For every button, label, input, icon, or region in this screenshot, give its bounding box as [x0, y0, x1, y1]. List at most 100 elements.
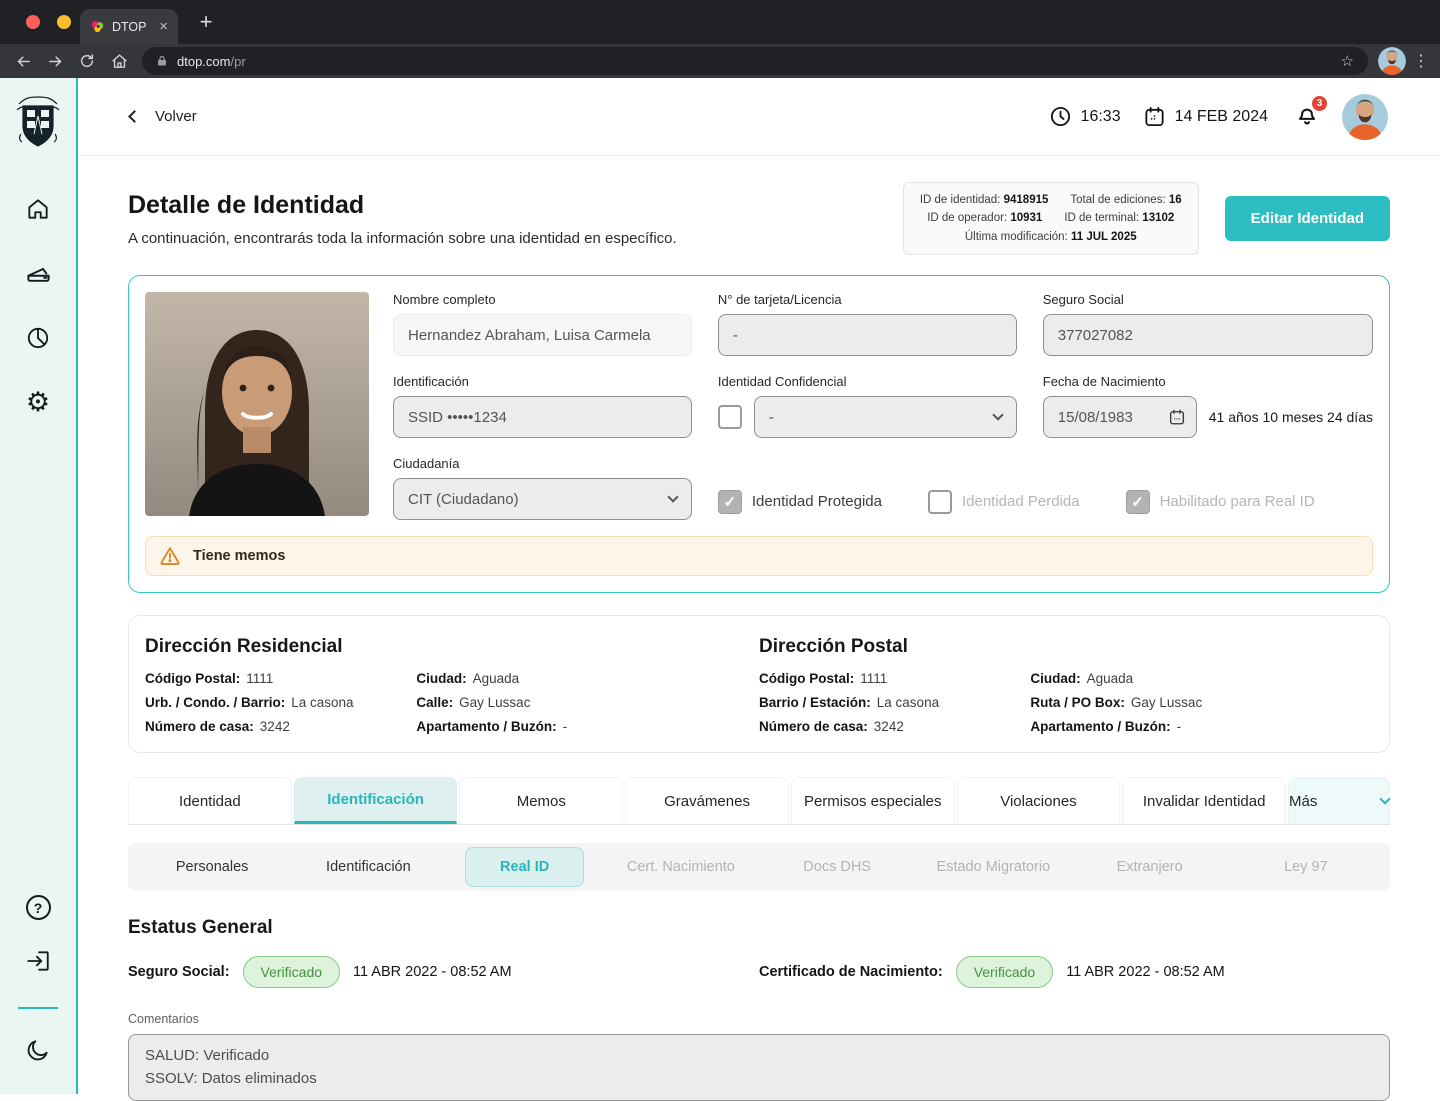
sidebar-divider [18, 1007, 58, 1009]
notification-badge: 3 [1311, 95, 1328, 112]
addresses-card: Dirección Residencial Código Postal: 1111… [128, 615, 1390, 754]
subtab-ley-97[interactable]: Ley 97 [1284, 859, 1328, 876]
tab-identificacion[interactable]: Identificación [293, 777, 458, 825]
field-identification: Identificación SSID •••••1234 [393, 374, 692, 439]
tab-permisos-especiales[interactable]: Permisos especiales [790, 777, 955, 825]
status-date: 11 ABR 2022 - 08:52 AM [353, 964, 512, 981]
app-header: Volver 16:33 14 FEB 2024 3 [78, 78, 1440, 156]
pie-chart-icon [27, 327, 49, 349]
browser-tabstrip: DTOP × + [0, 0, 1440, 44]
real-id-checkbox[interactable]: ✓ [1125, 489, 1150, 514]
confidential-checkbox[interactable] [717, 405, 742, 430]
url-bar[interactable]: dtop.com/pr ☆ [142, 47, 1368, 75]
comment-line: SSOLV: Datos eliminados [145, 1069, 317, 1087]
tab-mas[interactable]: Más [1288, 777, 1391, 825]
comments-textarea[interactable]: SALUD: Verificado SSOLV: Datos eliminado… [128, 1034, 1390, 1101]
comments-label: Comentarios [128, 1012, 199, 1027]
address-field: Barrio / Estación: La casona [759, 695, 940, 711]
minimize-window-button[interactable] [57, 15, 71, 29]
subtab-cert-nacimiento[interactable]: Cert. Nacimiento [626, 859, 735, 876]
tab-gravamenes[interactable]: Gravámenes [625, 777, 789, 825]
page-title: Detalle de Identidad [128, 190, 365, 219]
sidebar-item-home[interactable] [25, 196, 51, 227]
calendar-icon[interactable] [1168, 408, 1186, 426]
confidential-select[interactable]: - [753, 396, 1017, 439]
chevron-left-icon [128, 110, 141, 123]
citizenship-select[interactable]: CIT (Ciudadano) [393, 478, 692, 521]
lost-checkbox[interactable] [927, 489, 952, 514]
back-button[interactable]: Volver [128, 108, 197, 125]
time-text: 16:33 [1080, 107, 1121, 125]
identity-photo [145, 292, 369, 517]
sidebar-item-scanner[interactable] [25, 260, 52, 292]
reload-icon[interactable] [74, 48, 100, 74]
subtab-extranjero[interactable]: Extranjero [1116, 859, 1183, 876]
ssn-input[interactable]: 377027082 [1042, 314, 1373, 357]
sidebar-item-logout[interactable] [25, 948, 51, 979]
lock-icon [158, 55, 166, 66]
birth-date-input[interactable]: 15/08/1983 [1042, 396, 1197, 439]
flag-identidad-protegida: ✓ Identidad Protegida [717, 489, 882, 514]
subtab-real-id[interactable]: Real ID [447, 847, 603, 888]
tab-close-icon[interactable]: × [159, 18, 168, 35]
identity-card: Nombre completo Hernandez Abraham, Luisa… [128, 275, 1390, 594]
close-window-button[interactable] [26, 15, 40, 29]
address-field: Código Postal: 1111 [145, 671, 274, 687]
page-subtitle: A continuación, encontrarás toda la info… [128, 229, 677, 247]
home-nav-icon[interactable] [106, 48, 132, 74]
card-number-input[interactable]: - [717, 314, 1017, 357]
browser-menu-icon[interactable]: ⋮ [1413, 53, 1429, 70]
bookmark-star-icon[interactable]: ☆ [1340, 53, 1354, 70]
field-confidential: Identidad Confidencial - [717, 374, 1017, 439]
browser-profile-avatar[interactable] [1378, 47, 1406, 75]
comment-line: SALUD: Verificado [145, 1047, 270, 1065]
sidebar-item-help[interactable]: ? [25, 895, 51, 920]
identification-input[interactable]: SSID •••••1234 [393, 396, 692, 439]
field-birth-date: Fecha de Nacimiento 15/08/1983 41 años 1… [1042, 374, 1373, 439]
tab-violaciones[interactable]: Violaciones [956, 777, 1121, 825]
browser-tab[interactable]: DTOP × [80, 9, 178, 44]
chevron-down-icon [992, 409, 1004, 421]
back-label: Volver [155, 108, 197, 125]
field-citizenship: Ciudadanía CIT (Ciudadano) [393, 456, 692, 521]
new-tab-button[interactable]: + [199, 9, 213, 34]
status-certificado-nacimiento: Certificado de Nacimiento: Verificado 11… [759, 956, 1390, 989]
field-ssn: Seguro Social 377027082 [1042, 292, 1373, 357]
flag-identidad-perdida: Identidad Perdida [927, 489, 1080, 514]
address-field: Apartamento / Buzón: - [416, 719, 568, 735]
scanner-icon [26, 268, 50, 282]
browser-navbar: dtop.com/pr ☆ ⋮ [0, 44, 1440, 78]
notifications-button[interactable]: 3 [1294, 95, 1328, 132]
subtab-estado-migratorio[interactable]: Estado Migratorio [936, 859, 1051, 876]
address-field: Número de casa: 3242 [145, 719, 290, 735]
edit-identity-button[interactable]: Editar Identidad [1224, 196, 1390, 242]
subtab-docs-dhs[interactable]: Docs DHS [803, 859, 871, 876]
status-badge: Verificado [955, 956, 1054, 989]
full-name-input[interactable]: Hernandez Abraham, Luisa Carmela [393, 314, 692, 357]
address-field: Calle: Gay Lussac [416, 695, 531, 711]
gear-icon: ⚙ [25, 387, 51, 417]
help-icon: ? [25, 895, 51, 920]
tab-identidad[interactable]: Identidad [128, 777, 292, 825]
subtab-identificacion[interactable]: Identificación [326, 859, 411, 876]
user-avatar[interactable] [1342, 93, 1388, 140]
url-path: /pr [230, 53, 246, 69]
date-display: 14 FEB 2024 [1143, 105, 1268, 128]
clock-display: 16:33 [1049, 105, 1121, 128]
subtab-personales[interactable]: Personales [175, 859, 249, 876]
memos-warning-banner: Tiene memos [145, 536, 1373, 577]
back-nav-icon[interactable] [10, 48, 36, 74]
field-full-name: Nombre completo Hernandez Abraham, Luisa… [393, 292, 692, 357]
tab-memos[interactable]: Memos [459, 777, 624, 825]
protected-checkbox[interactable]: ✓ [717, 489, 742, 514]
forward-nav-icon[interactable] [42, 48, 68, 74]
address-field: Apartamento / Buzón: - [1030, 719, 1182, 735]
sidebar-item-dark-mode[interactable] [25, 1037, 51, 1068]
tab-invalidar-identidad[interactable]: Invalidar Identidad [1122, 777, 1287, 825]
main-tabs: Identidad Identificación Memos Gravámene… [128, 777, 1391, 826]
sidebar-item-settings[interactable]: ⚙ [26, 389, 50, 416]
logout-icon [27, 951, 49, 971]
sidebar-item-reports[interactable] [25, 325, 51, 356]
identity-flags: ✓ Identidad Protegida Identidad Perdida … [717, 456, 1373, 520]
home-icon [28, 199, 48, 219]
